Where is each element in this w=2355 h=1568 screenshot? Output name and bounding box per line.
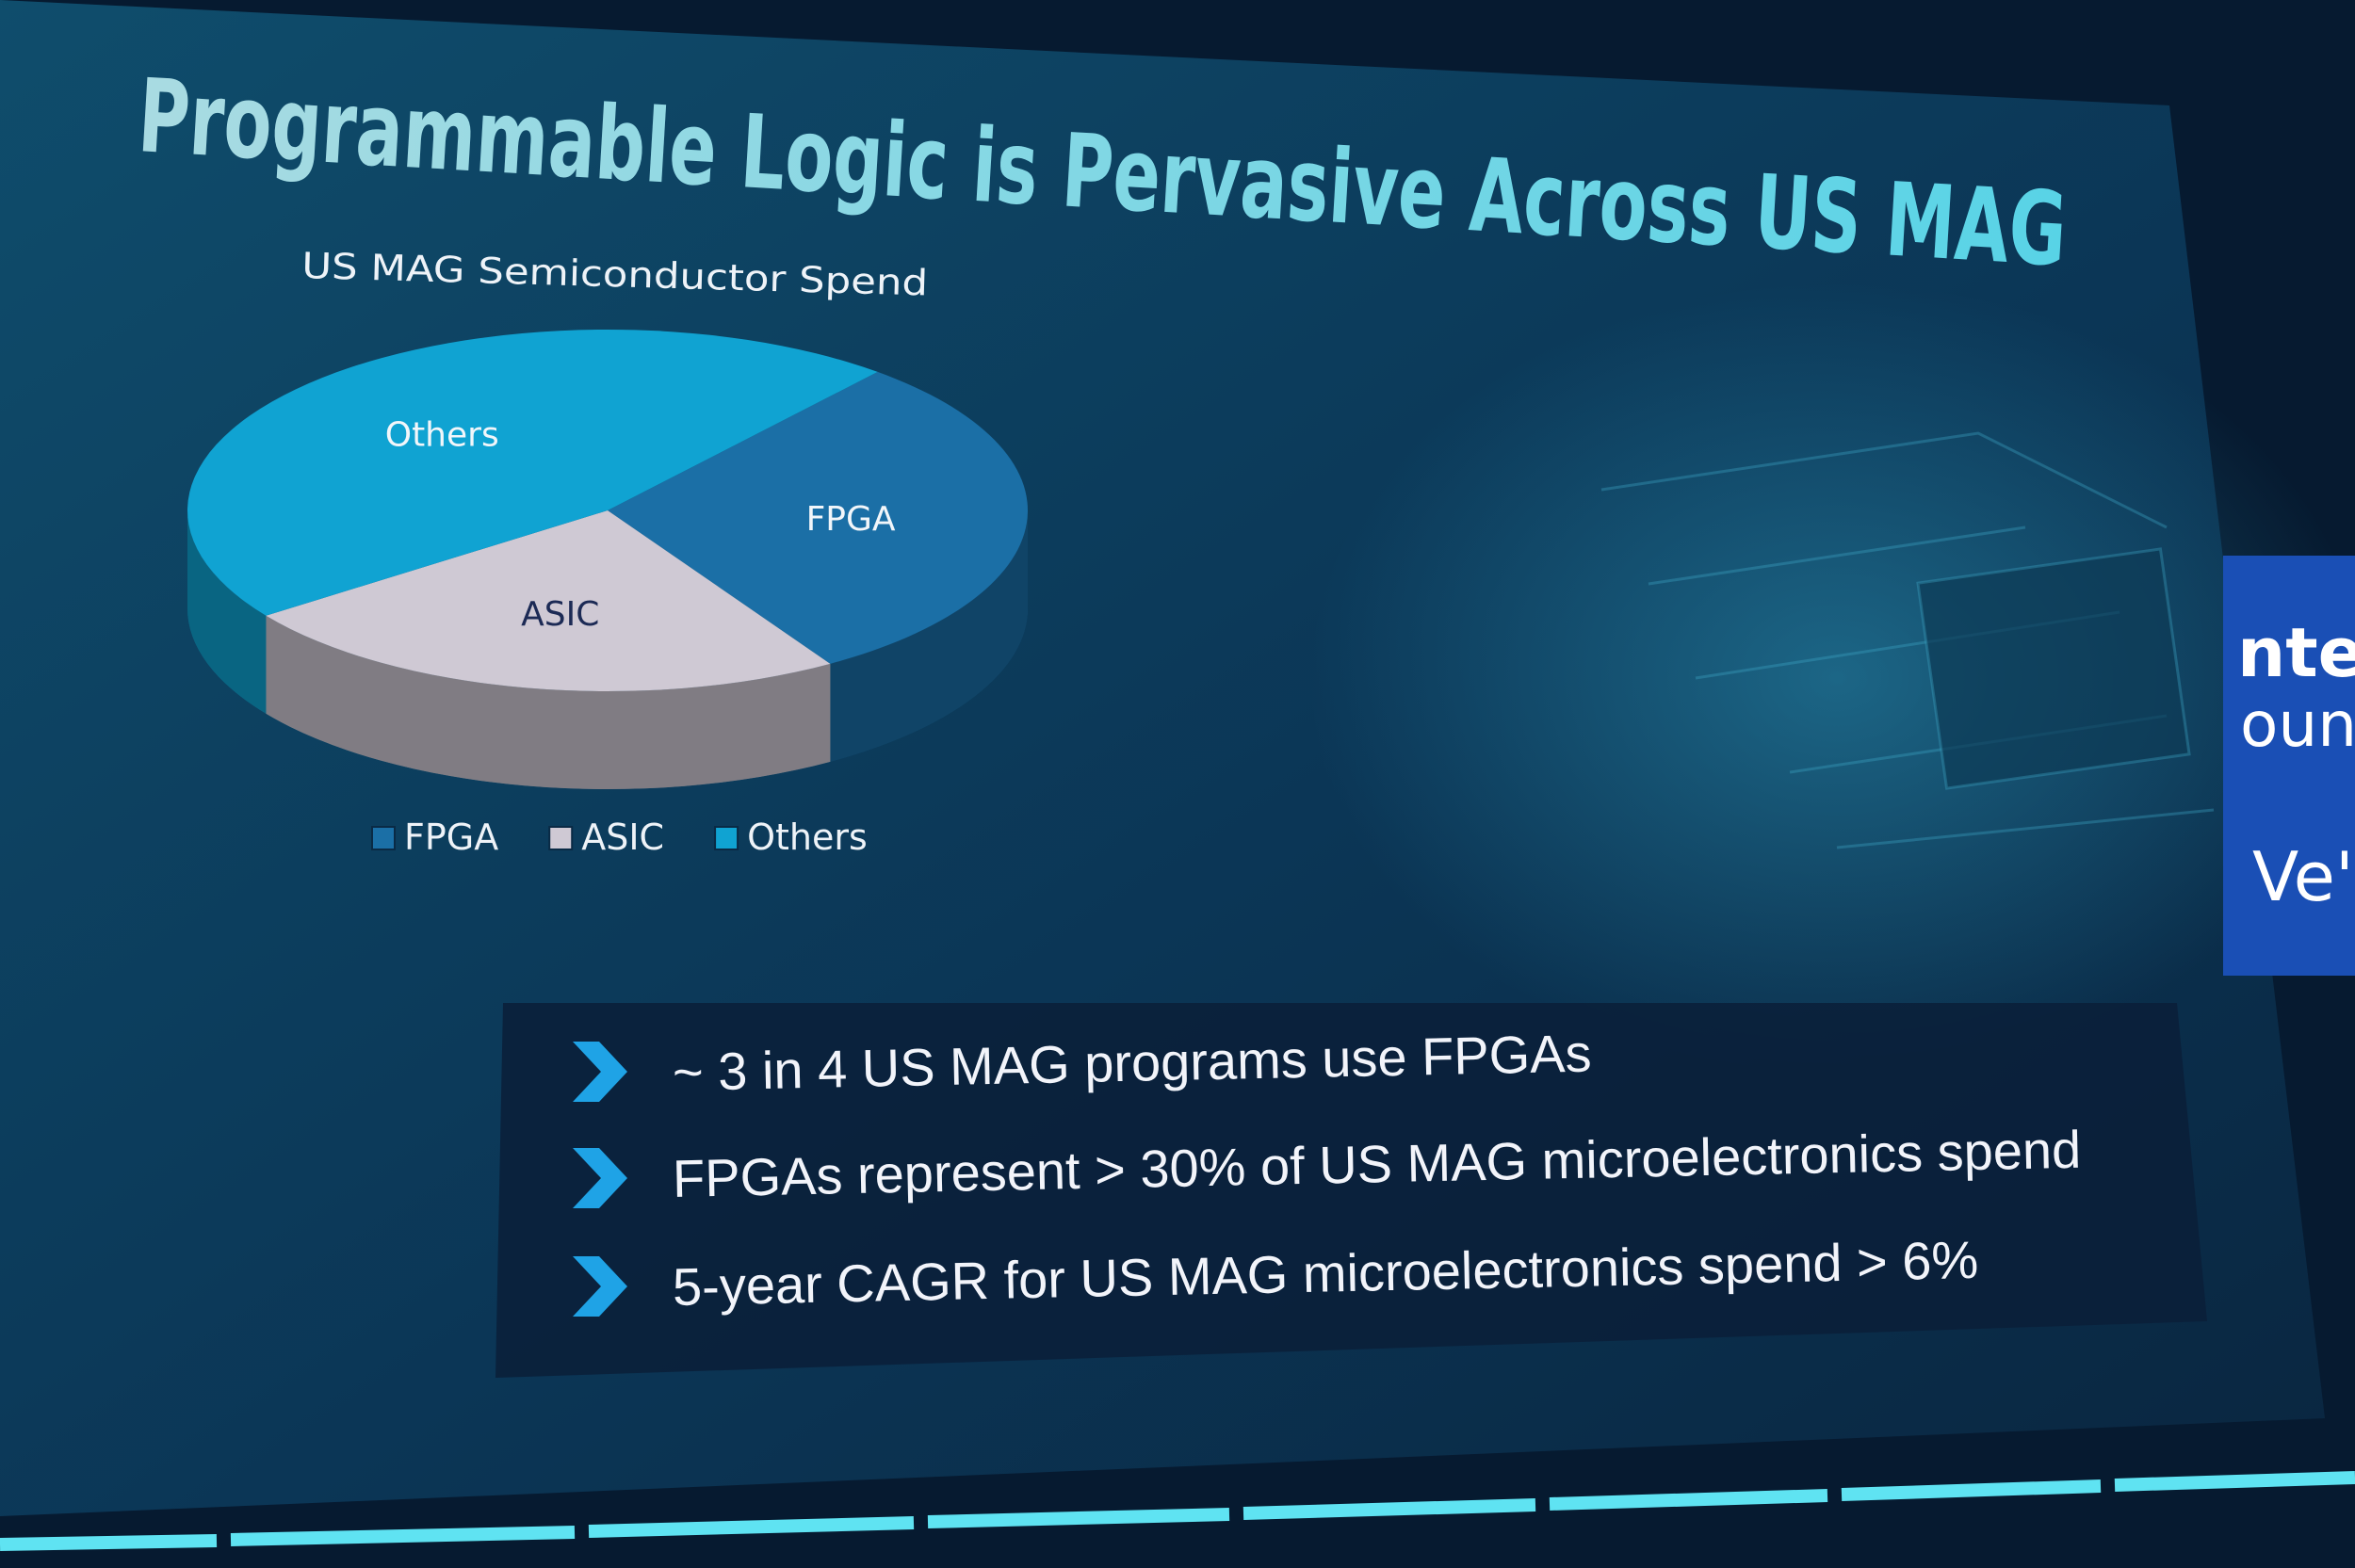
chevron	[573, 1042, 627, 1102]
legend-label: FPGA	[404, 816, 498, 858]
slice-label: Others	[385, 415, 499, 454]
pie-slice	[187, 329, 878, 616]
sign-text: Ve'	[2252, 837, 2354, 916]
chevron	[573, 1256, 627, 1317]
bullet-panel	[495, 1003, 2207, 1378]
circuit-glow	[1309, 283, 2355, 1074]
circuit-art	[1600, 431, 2215, 849]
pie-side	[830, 510, 1028, 762]
sign-text: ntel	[2237, 613, 2355, 692]
legend-swatch	[548, 826, 574, 850]
pie-side-shade	[830, 510, 1028, 762]
stage-lights	[0, 1471, 2355, 1551]
legend-swatch	[371, 826, 396, 850]
chevron	[573, 1148, 627, 1208]
legend: FPGA ASIC Others	[371, 816, 868, 858]
side-sign	[2223, 556, 2355, 976]
pie-side	[266, 615, 831, 790]
slice-label: ASIC	[521, 595, 599, 634]
pie-slice	[266, 510, 831, 691]
pie-slice	[608, 371, 1029, 664]
legend-label: Others	[747, 816, 868, 858]
pie-side-shade	[187, 510, 267, 714]
slice-label: FPGA	[806, 500, 896, 539]
pie-chart: FPGA ASIC Others	[187, 329, 1029, 790]
pie-side	[187, 510, 267, 714]
sign-text: ounc	[2240, 688, 2355, 761]
legend-swatch	[714, 826, 739, 850]
legend-label: ASIC	[581, 816, 664, 858]
pie-side-shade	[266, 615, 831, 790]
